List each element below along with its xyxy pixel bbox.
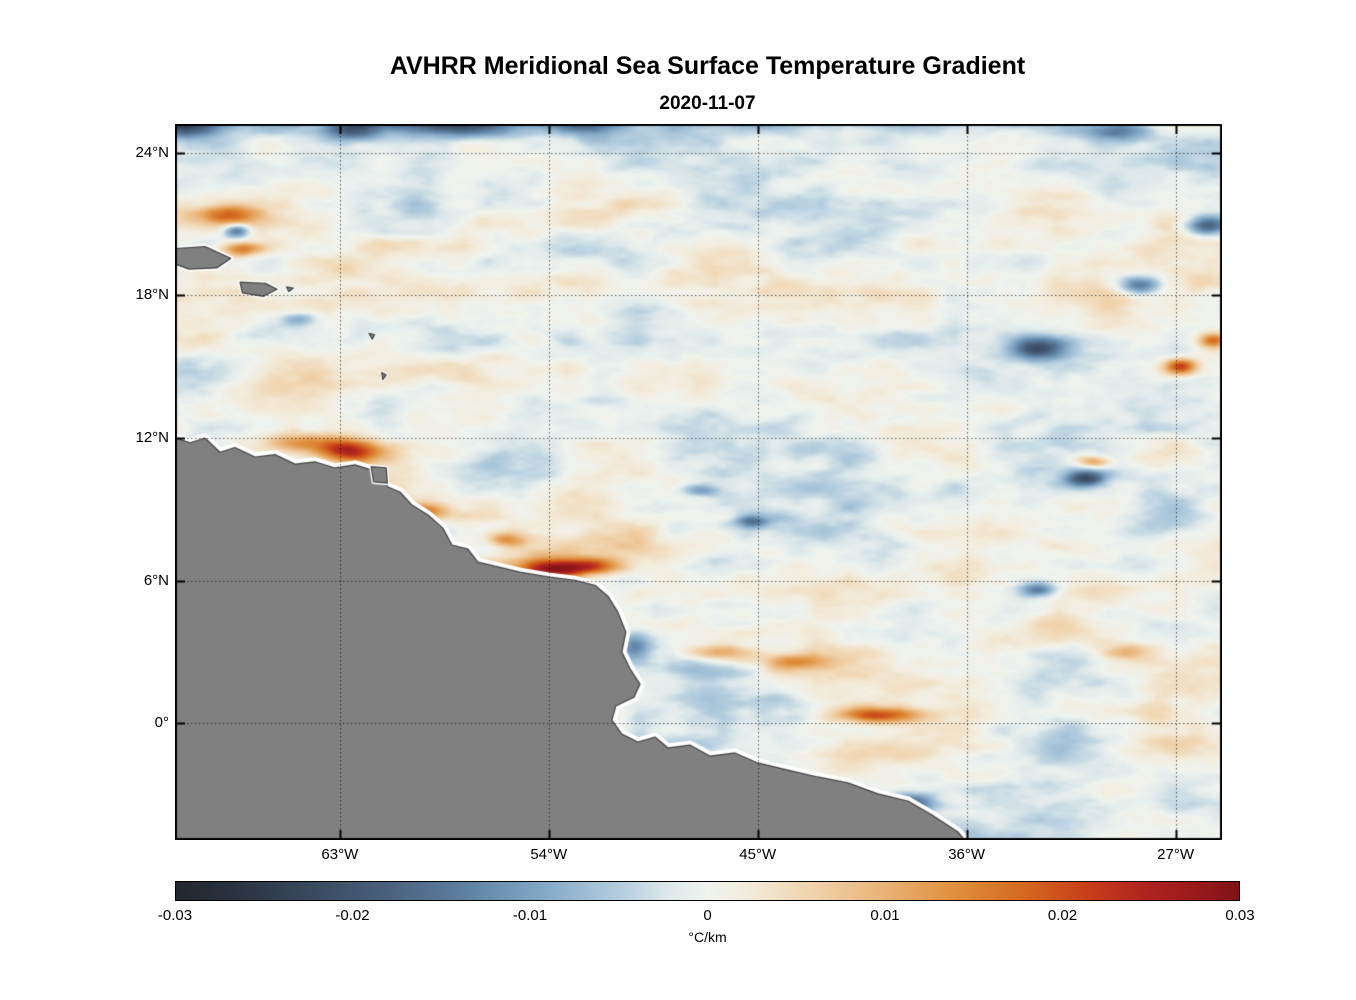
chart-subtitle: 2020-11-07	[659, 93, 756, 114]
y-tick-label: 0°	[154, 714, 169, 732]
colorbar-tick-label: 0	[703, 907, 712, 924]
colorbar: -0.03 -0.02 -0.01 0 0.01 0.02 0.03 °C/km	[158, 881, 1255, 953]
y-tick-label: 18°N	[135, 286, 169, 304]
colorbar-tick-label: 0.03	[1225, 907, 1255, 924]
x-tick-label: 54°W	[530, 846, 568, 863]
chart-title: AVHRR Meridional Sea Surface Temperature…	[389, 52, 1026, 80]
y-tick-label: 6°N	[143, 571, 169, 589]
y-tick-label: 24°N	[135, 143, 169, 161]
colorbar-tick-label: 0.02	[1047, 907, 1078, 924]
colorbar-tick-label: -0.02	[335, 907, 370, 924]
colorbar-gradient	[175, 881, 1240, 901]
x-tick-label: 63°W	[321, 846, 359, 863]
colorbar-tick-label: -0.03	[157, 907, 193, 924]
x-tick-label: 27°W	[1157, 846, 1194, 863]
y-tick-label: 12°N	[135, 428, 169, 446]
x-tick-label: 45°W	[739, 846, 777, 863]
colorbar-tick-label: -0.01	[512, 907, 548, 924]
x-tick-label: 36°W	[948, 846, 986, 863]
colorbar-tick-labels: -0.03 -0.02 -0.01 0 0.01 0.02 0.03	[158, 907, 1255, 925]
map-plot: 24°N 18°N 12°N 6°N 0° 63°W 54°W 45°W 36°W 27°W	[135, 124, 1222, 863]
colorbar-unit-label: °C/km	[688, 929, 727, 945]
colorbar-tick-label: 0.01	[870, 907, 900, 924]
map-canvas	[175, 124, 1222, 840]
